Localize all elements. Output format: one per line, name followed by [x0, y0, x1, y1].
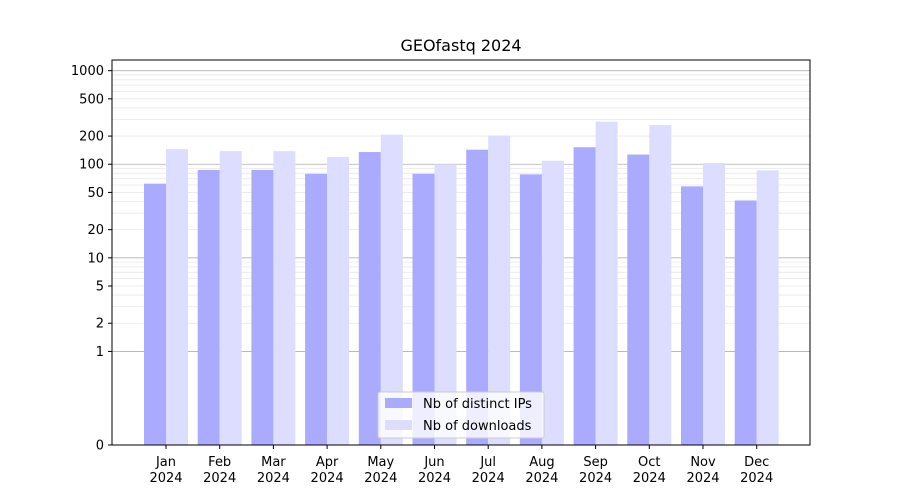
bar-downloads — [541, 160, 564, 446]
legend-label-downloads: Nb of downloads — [423, 419, 532, 434]
x-tick-label-month: Mar — [261, 455, 286, 470]
x-tick-label-year: 2024 — [364, 471, 397, 486]
chart-title: GEOfastq 2024 — [400, 36, 521, 55]
bar-distinct-ips — [519, 174, 542, 445]
x-tick-label-year: 2024 — [633, 471, 666, 486]
x-tick-label-month: Sep — [583, 455, 608, 470]
bar-downloads — [756, 170, 779, 445]
x-tick-label-year: 2024 — [311, 471, 344, 486]
bars — [144, 121, 779, 446]
bar-downloads — [166, 149, 188, 445]
bar-distinct-ips — [681, 186, 703, 445]
bar-distinct-ips — [573, 147, 596, 445]
y-axis: 0 1 2 5 10 20 50 100 200 500 1000 — [71, 64, 112, 454]
x-tick-label-month: Jun — [423, 455, 444, 470]
legend-swatch-ips — [385, 398, 412, 408]
x-axis: Jan2024Feb2024Mar2024Apr2024May2024Jun20… — [149, 445, 773, 486]
x-tick-label-year: 2024 — [525, 471, 558, 486]
x-tick-label-year: 2024 — [418, 471, 451, 486]
y-tick-label: 5 — [96, 280, 104, 295]
x-tick-label-month: Oct — [638, 455, 660, 470]
y-tick-label: 1000 — [71, 64, 104, 79]
y-tick-label: 2 — [96, 317, 104, 332]
bar-downloads — [327, 156, 350, 446]
y-tick-label: 100 — [79, 158, 104, 173]
x-tick-label-month: Aug — [529, 455, 554, 470]
bar-distinct-ips — [305, 173, 328, 446]
bar-distinct-ips — [627, 154, 650, 445]
y-tick-label: 10 — [87, 251, 104, 266]
bar-distinct-ips — [412, 173, 435, 446]
bar-downloads — [649, 125, 672, 446]
x-tick-label-year: 2024 — [257, 471, 290, 486]
bar-distinct-ips — [144, 183, 166, 445]
bar-downloads — [595, 121, 618, 446]
x-tick-label-month: Jan — [155, 455, 176, 470]
bar-downloads — [434, 164, 457, 445]
y-tick-label: 50 — [87, 186, 104, 201]
plot-frame — [111, 59, 811, 446]
x-tick-label-year: 2024 — [472, 471, 505, 486]
x-tick-label-month: Nov — [690, 455, 716, 470]
y-tick-label: 1 — [96, 345, 104, 360]
bar-downloads — [488, 135, 511, 445]
bar-distinct-ips — [466, 149, 489, 445]
legend-box — [377, 391, 545, 439]
x-tick-label-month: Feb — [208, 455, 231, 470]
bar-distinct-ips — [358, 152, 381, 445]
x-tick-label-year: 2024 — [149, 471, 182, 486]
bar-downloads — [273, 151, 296, 446]
bar-downloads — [380, 134, 403, 445]
y-tick-label: 200 — [79, 130, 104, 145]
x-tick-label-month: Dec — [744, 455, 769, 470]
x-tick-label-month: May — [367, 455, 394, 470]
y-tick-label: 500 — [79, 92, 104, 107]
x-tick-label-month: Apr — [316, 455, 339, 470]
x-tick-label-year: 2024 — [579, 471, 612, 486]
legend-label-ips: Nb of distinct IPs — [423, 397, 532, 412]
bar-distinct-ips — [251, 169, 274, 445]
legend: Nb of distinct IPs Nb of downloads — [377, 391, 545, 439]
bar-distinct-ips — [197, 169, 220, 445]
x-tick-label-year: 2024 — [203, 471, 236, 486]
bar-downloads — [703, 163, 725, 445]
y-tick-label: 0 — [96, 439, 104, 454]
bar-distinct-ips — [734, 200, 757, 445]
x-tick-label-year: 2024 — [686, 471, 719, 486]
x-tick-label-year: 2024 — [740, 471, 773, 486]
legend-swatch-downloads — [385, 420, 412, 430]
bar-downloads — [219, 151, 242, 446]
y-tick-label: 20 — [87, 223, 104, 238]
x-tick-label-month: Jul — [479, 455, 496, 470]
